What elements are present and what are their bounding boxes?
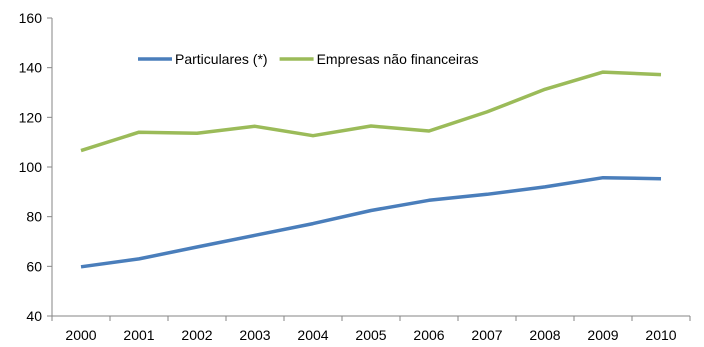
legend-label-2: Empresas não financeiras [317,51,479,67]
y-tick-label: 140 [19,60,43,76]
x-tick-label: 2002 [181,327,212,343]
y-tick-label: 60 [26,258,42,274]
x-tick-label: 2004 [297,327,328,343]
y-tick-label: 160 [19,10,43,26]
x-tick-label: 2003 [239,327,270,343]
y-tick-label: 100 [19,159,43,175]
x-tick-label: 2001 [123,327,154,343]
x-tick-label: 2010 [645,327,676,343]
chart-series [80,70,662,269]
y-tick-label: 120 [19,109,43,125]
x-tick-label: 2006 [413,327,444,343]
series-line-2 [80,70,662,153]
x-tick-label: 2005 [355,327,386,343]
y-tick-label: 80 [26,209,42,225]
x-tick-label: 2000 [65,327,96,343]
legend-label-1: Particulares (*) [175,51,268,67]
x-tick-label: 2007 [471,327,502,343]
x-axis-ticks: 2000 2001 2002 2003 2004 2005 2006 2007 2008 2009… [51,316,691,343]
x-tick-label: 2008 [529,327,560,343]
y-tick-label: 40 [26,308,42,324]
y-axis-ticks: 40 60 80 100 120 140 160 [19,10,52,324]
chart-legend: Particulares (*) Empresas não financeiras [138,51,478,67]
x-tick-label: 2009 [587,327,618,343]
series-line-1 [80,175,662,269]
